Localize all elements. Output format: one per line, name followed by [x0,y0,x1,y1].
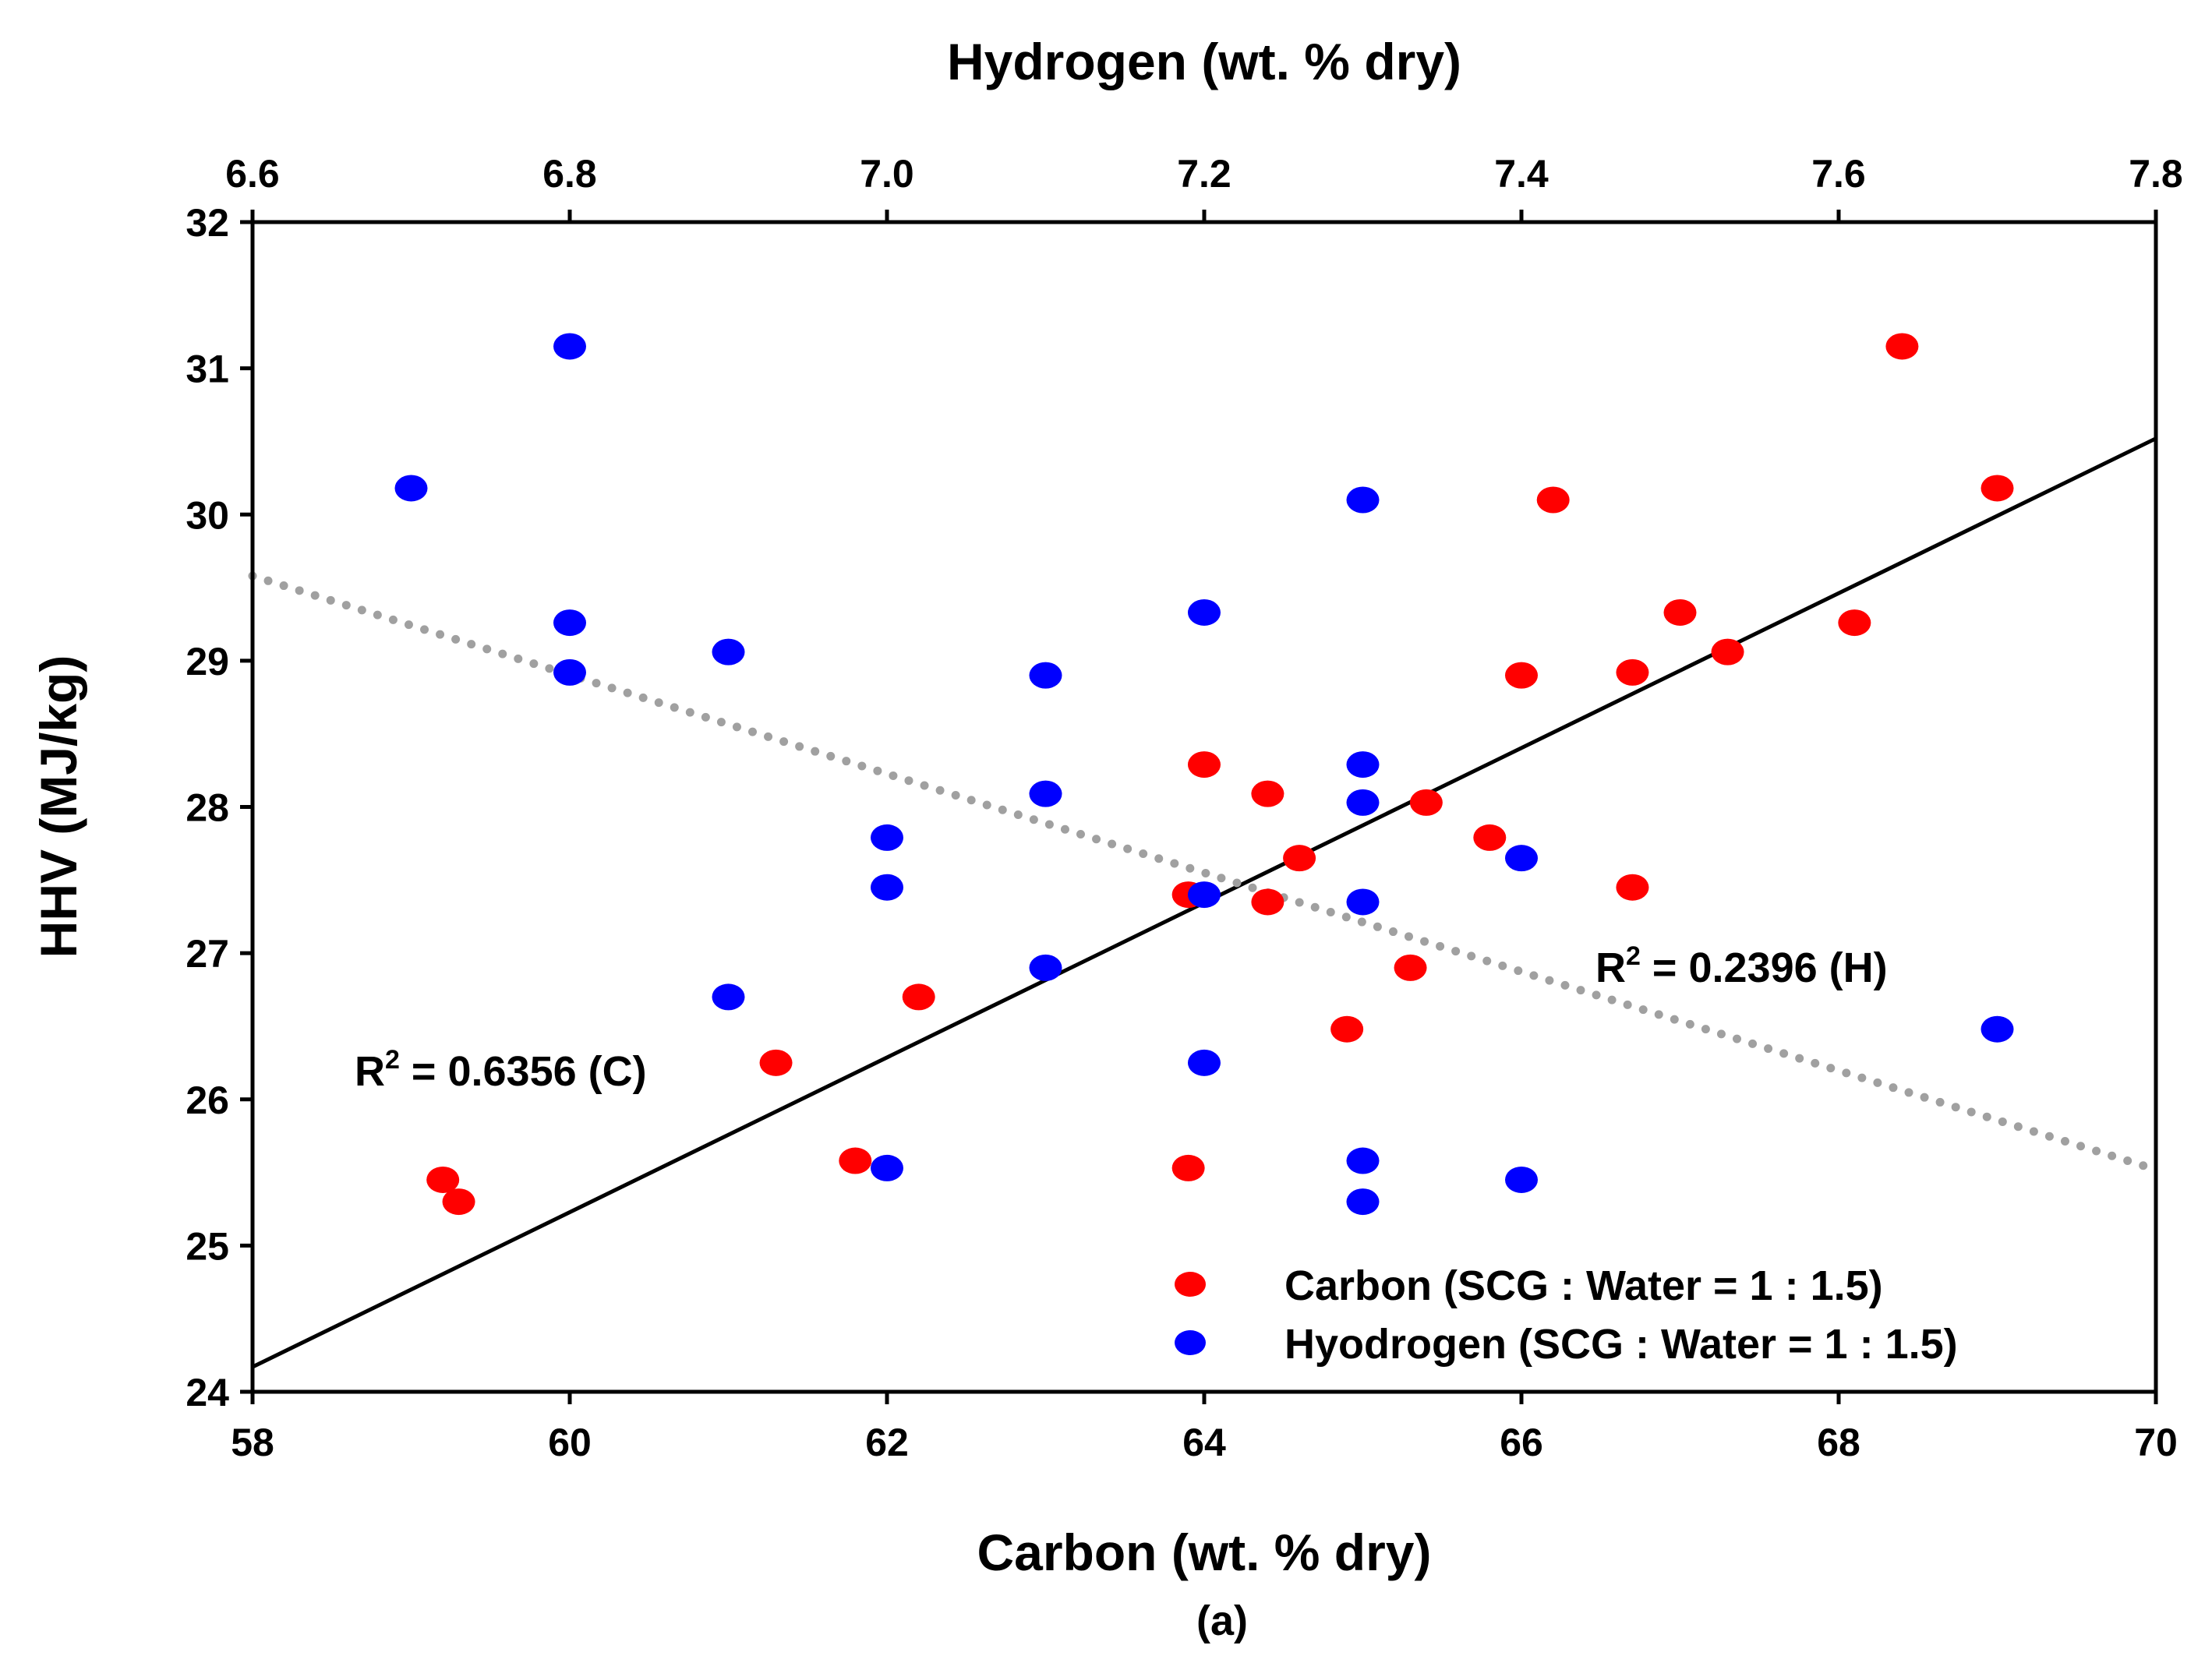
hydrogen-point-5 [712,983,745,1011]
hydrogen-point-23 [1981,1015,2014,1043]
r2-carbon-sup: 2 [385,1045,400,1075]
r2-hydrogen-value: = 0.2396 (H) [1641,944,1888,991]
x2-tick-label-4: 7.4 [1494,152,1549,196]
x2-tick-label-2: 7.0 [860,152,914,196]
r2-hydrogen-sup: 2 [1626,941,1641,971]
plot-frame [250,220,2158,1394]
hydrogen-point-7 [871,874,903,901]
hydrogen-point-4 [712,638,745,666]
hydrogen-point-1 [553,333,586,360]
carbon-point-14 [1473,824,1507,851]
y-tick-label-3: 27 [186,932,229,976]
carbon-point-23 [1981,475,2014,502]
x-tick-label-6: 70 [2134,1421,2178,1464]
hydrogen-point-0 [394,475,428,502]
x-tick-label-2: 62 [865,1421,909,1464]
r2-carbon-value: = 0.6356 (C) [400,1048,647,1095]
carbon-point-13 [1409,789,1443,816]
y-tick-label-0: 24 [186,1371,229,1414]
x2-tick-label-3: 7.2 [1177,152,1231,196]
r2-carbon-annotation: R2 = 0.6356 (C) [355,1045,647,1095]
hydrogen-point-19 [1346,1147,1380,1174]
carbon-point-4 [902,983,935,1011]
carbon-point-20 [1711,638,1744,666]
figure-caption: (a) [1196,1598,1248,1644]
carbon-point-6 [1171,1154,1205,1181]
x-tick-label-3: 64 [1182,1421,1226,1464]
hydrogen-point-16 [1346,751,1380,778]
x2-tick-label-0: 6.6 [225,152,280,196]
hydrogen-point-15 [1346,486,1380,514]
hydrogen-point-17 [1346,789,1380,816]
hydrogen-point-21 [1505,845,1538,872]
hydrogen-point-9 [1029,662,1062,689]
hydrogen-point-20 [1346,1188,1380,1216]
carbon-point-15 [1505,662,1538,689]
x2-tick-label-5: 7.6 [1811,152,1866,196]
x-axis-title: Carbon (wt. % dry) [977,1523,1431,1581]
legend-marker-hydrogen [1175,1330,1206,1355]
r2-hydrogen-annotation: R2 = 0.2396 (H) [1595,941,1888,991]
y-tick-label-7: 31 [186,348,229,391]
legend-marker-carbon [1175,1272,1206,1297]
hydrogen-point-10 [1029,780,1062,807]
x2-tick-label-6: 7.8 [2129,152,2183,196]
carbon-point-2 [759,1049,793,1076]
carbon-point-0 [426,1166,460,1193]
hydrogen-point-3 [553,658,586,686]
legend: Carbon (SCG : Water = 1 : 1.5) Hyodrogen… [1175,1262,1958,1368]
carbon-point-10 [1283,845,1316,872]
carbon-point-9 [1251,888,1284,916]
carbon-point-11 [1330,1015,1364,1043]
carbon-point-12 [1394,954,1427,981]
r2-hydrogen-prefix: R [1595,944,1626,991]
hydrogen-fit-line [248,571,2161,1174]
y-tick-label-1: 25 [186,1224,229,1268]
hydrogen-point-14 [1188,1049,1221,1076]
y-tick-label-4: 28 [186,786,229,830]
x-tick-label-0: 58 [231,1421,274,1464]
y-tick-label-2: 26 [186,1079,229,1122]
hydrogen-point-12 [1188,598,1221,626]
axes [250,220,2158,1394]
carbon-point-1 [442,1188,475,1216]
carbon-point-22 [1885,333,1919,360]
y-axis-title: HHV (MJ/kg) [30,655,87,959]
hydrogen-point-18 [1346,888,1380,916]
hydrogen-point-11 [1029,954,1062,981]
carbon-point-19 [1663,598,1697,626]
y-tick-label-6: 30 [186,493,229,537]
x2-tick-label-1: 6.8 [542,152,597,196]
tick-labels: 58 60 62 64 66 68 70 6.6 6.8 7.0 7.2 7.4 7.6 7.8 24 25 2… [186,152,2182,1464]
hydrogen-point-22 [1505,1166,1538,1193]
hydrogen-point-2 [553,609,586,637]
y-tick-label-5: 29 [186,640,229,683]
legend-label-carbon: Carbon (SCG : Water = 1 : 1.5) [1284,1262,1883,1309]
y-tick-label-8: 32 [186,201,229,245]
carbon-point-17 [1616,658,1649,686]
data-points [394,333,2014,1216]
legend-label-hydrogen: Hyodrogen (SCG : Water = 1 : 1.5) [1284,1321,1958,1368]
carbon-point-3 [839,1147,872,1174]
x2-axis-title: Hydrogen (wt. % dry) [947,33,1461,90]
carbon-point-21 [1838,609,1871,637]
ticks [240,210,2158,1404]
carbon-point-16 [1536,486,1570,514]
r2-carbon-prefix: R [355,1048,385,1095]
x-tick-label-5: 68 [1817,1421,1860,1464]
carbon-point-8 [1251,780,1284,807]
hydrogen-point-13 [1188,881,1221,909]
hydrogen-point-8 [871,1154,903,1181]
x-tick-label-1: 60 [548,1421,592,1464]
hydrogen-point-6 [871,824,903,851]
x-tick-label-4: 66 [1500,1421,1543,1464]
carbon-point-7 [1188,751,1221,778]
carbon-point-18 [1616,874,1649,901]
